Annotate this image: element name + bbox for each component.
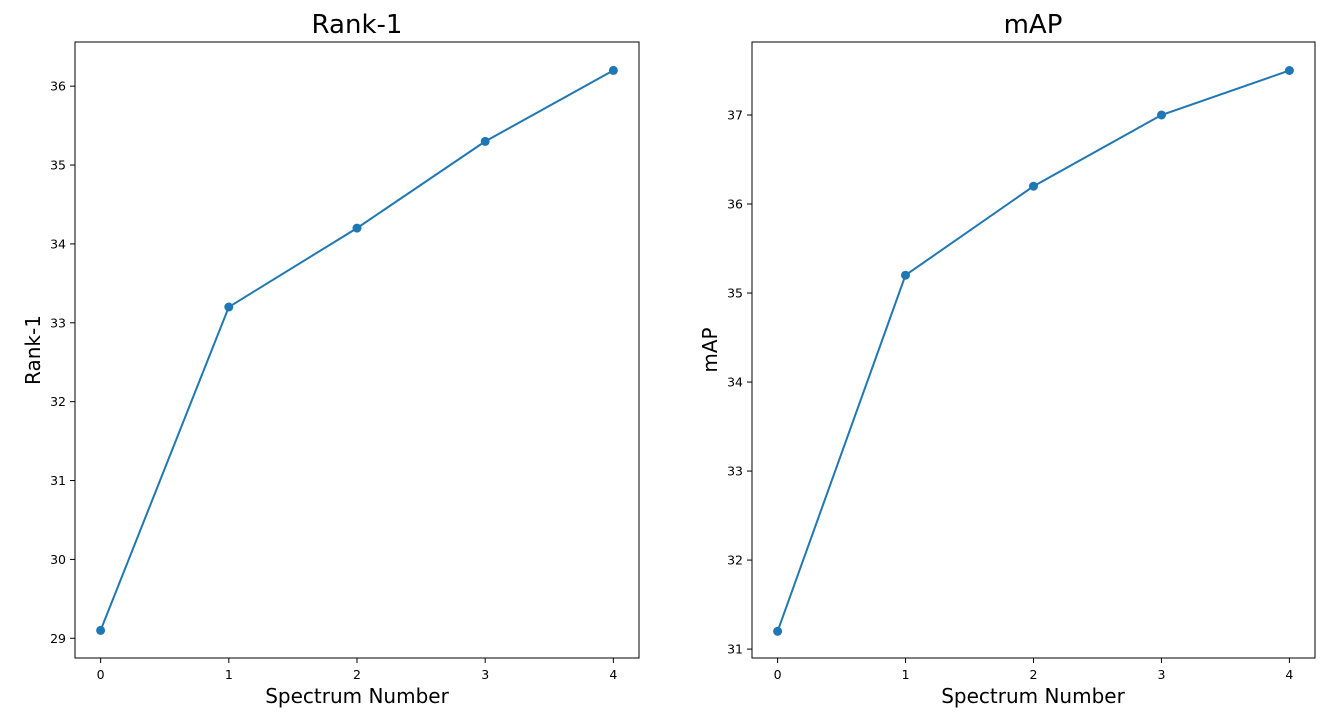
x-tick-label: 1 [902, 667, 910, 682]
series-line [99, 69, 614, 631]
x-tick-label: 1 [225, 667, 233, 682]
x-tick-label: 3 [481, 667, 489, 682]
x-tick-label: 4 [609, 667, 617, 682]
series-line [776, 69, 1290, 632]
chart-title: mAP [1004, 10, 1063, 40]
y-tick-label: 34 [727, 375, 743, 390]
data-point [901, 270, 910, 280]
chart-title: Rank-1 [312, 10, 403, 40]
y-axis-label: mAP [698, 327, 722, 372]
y-tick-label: 36 [50, 79, 66, 94]
y-tick-label: 31 [727, 642, 743, 657]
data-point [96, 625, 106, 635]
y-tick-label: 35 [50, 158, 66, 173]
y-tick-label: 29 [50, 631, 66, 646]
data-point [480, 136, 490, 146]
x-tick-label: 2 [353, 667, 361, 682]
y-tick-label: 32 [50, 394, 66, 409]
y-tick-label: 36 [727, 197, 743, 212]
data-point [1157, 110, 1166, 120]
data-point [773, 626, 783, 636]
x-axis-label: Spectrum Number [941, 684, 1125, 708]
x-tick-label: 3 [1157, 667, 1165, 682]
y-tick-label: 35 [727, 286, 743, 301]
y-axis-label: Rank-1 [21, 315, 45, 385]
y-tick-label: 37 [727, 107, 743, 122]
data-point [608, 65, 618, 75]
y-tick-label: 34 [50, 236, 66, 251]
y-tick-label: 33 [50, 315, 66, 330]
points-group [96, 65, 618, 635]
y-tick-label: 32 [727, 553, 743, 568]
data-point [224, 302, 234, 312]
x-tick-label: 2 [1030, 667, 1038, 682]
x-tick-label: 0 [774, 667, 782, 682]
points-group [773, 66, 1294, 636]
data-point [1029, 181, 1038, 191]
y-tick-label: 31 [50, 473, 66, 488]
y-tick-label: 30 [50, 552, 66, 567]
x-axis-label: Spectrum Number [265, 684, 449, 708]
plot-frame [751, 41, 1316, 659]
data-point [1284, 66, 1294, 75]
data-point [352, 223, 362, 233]
x-tick-label: 4 [1285, 667, 1293, 682]
x-tick-label: 0 [97, 667, 105, 682]
y-tick-label: 33 [727, 464, 743, 479]
plot-frame [74, 41, 640, 659]
